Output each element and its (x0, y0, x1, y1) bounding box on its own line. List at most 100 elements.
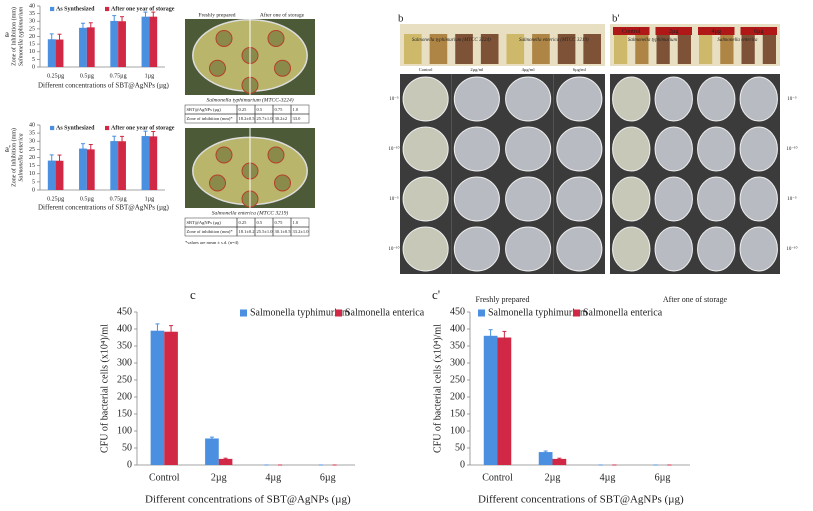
tube-label: Control (419, 67, 434, 72)
legend-label: As Synthesized (56, 6, 95, 12)
table-text: 0.5 (257, 107, 263, 112)
x-tick-label: 1µg (145, 73, 154, 79)
table-text: 25.7±1.0 (257, 116, 274, 121)
row-label: 10⁻⁵ (787, 196, 797, 202)
tube (480, 34, 499, 64)
tube (532, 34, 550, 64)
table-text: 18.2±0.5 (239, 116, 256, 121)
panel-label: a (5, 29, 9, 39)
x-tick-label: 0.5µg (80, 73, 94, 79)
inhibition-zone (209, 59, 226, 77)
agar-plate (505, 126, 552, 172)
bar (118, 21, 126, 67)
inhibition-zone (267, 146, 285, 164)
tube (741, 34, 755, 64)
tube (720, 34, 734, 64)
y-tick-label: 0 (460, 459, 465, 470)
y-tick-label: 350 (117, 340, 132, 351)
y-tick-label: 35 (29, 131, 35, 137)
agar-plate (739, 76, 778, 122)
tube-tag (740, 27, 777, 35)
tube (677, 34, 691, 64)
y-tick-label: 25 (29, 147, 35, 153)
tube (429, 34, 448, 64)
panel-label: a' (5, 144, 11, 154)
bar (141, 136, 150, 190)
bar (47, 160, 56, 190)
agar-plate (739, 226, 778, 272)
table-text: SBT@AgNPs (µg) (187, 107, 222, 112)
agar-plate (697, 226, 736, 272)
x-tick-label: 0.5µg (80, 196, 94, 202)
legend-swatch (50, 125, 55, 131)
tube-label: 4µg/ml (522, 67, 536, 72)
x-tick-label: Control (149, 472, 180, 483)
panel-label: c' (432, 287, 440, 302)
legend-label: Salmonella enterica (583, 307, 663, 318)
row-label: 10⁻⁵ (389, 196, 399, 202)
y-tick-label: 300 (117, 357, 132, 368)
bar (55, 39, 64, 67)
bar (55, 160, 64, 190)
row-label: 10⁻¹⁰ (786, 146, 797, 152)
y-tick-label: 0 (127, 459, 132, 470)
agar-plate (612, 226, 651, 272)
y-tick-label: 300 (450, 357, 465, 368)
tube-tag (698, 27, 735, 35)
legend-label: Salmonella enterica (345, 307, 425, 318)
tube-label: Control (622, 29, 641, 35)
y-tick-label: 5 (32, 57, 35, 63)
y-tick-label: 50 (455, 442, 465, 453)
x-tick-label: 1µg (145, 196, 154, 202)
agar-plate (505, 226, 552, 272)
y-tick-label: 40 (29, 3, 35, 9)
agar-plate (453, 126, 500, 172)
tube-label: 6µg/ml (573, 67, 587, 72)
agar-plate (402, 176, 449, 222)
tube (404, 34, 422, 64)
tube (583, 34, 601, 64)
bar (118, 141, 126, 190)
table-text: 30.2±2 (275, 116, 288, 121)
table-text: 0.75 (275, 220, 284, 225)
strain-label: Salmonella enterica (717, 38, 758, 43)
y-tick-label: 20 (29, 34, 35, 40)
bar (149, 136, 158, 190)
y-tick-label: 400 (450, 323, 465, 334)
y-tick-label: 50 (122, 442, 132, 453)
agar-plate (697, 176, 736, 222)
agar-plate (654, 176, 693, 222)
tube-label: 6µg (754, 29, 763, 35)
tube (656, 34, 670, 64)
tube (635, 34, 649, 64)
y-tick-label: 35 (29, 11, 35, 17)
tube (614, 34, 628, 64)
table-text: 0.5 (257, 220, 263, 225)
y-tick-label: 15 (29, 163, 35, 169)
legend-swatch (240, 309, 247, 317)
x-tick-label: 4µg (600, 472, 616, 483)
y-tick-label: 10 (29, 171, 35, 177)
y-tick-label: 30 (29, 19, 35, 25)
y-tick-label: 5 (32, 179, 35, 185)
bar (79, 148, 87, 190)
agar-plate (739, 176, 778, 222)
table-text: 33.2±1.0 (293, 229, 310, 234)
bar (497, 337, 512, 465)
legend-label: After one year of storage (111, 6, 175, 12)
strain-label: Salmonella typhimurium (628, 38, 678, 43)
agar-plate (654, 126, 693, 172)
agar-plate (402, 126, 449, 172)
y-axis-label: CFU of bacterial cells (x10⁴)/ml (99, 324, 110, 453)
y-tick-label: 150 (450, 408, 465, 419)
y-tick-label: 250 (117, 374, 132, 385)
bar (86, 149, 95, 190)
legend-label: As Synthesized (56, 125, 95, 131)
bar (552, 458, 567, 465)
inhibition-zone (274, 59, 291, 77)
agar-plate (697, 76, 736, 122)
legend-swatch (50, 6, 55, 12)
y-tick-label: 15 (29, 42, 35, 48)
panel-caption: After one of storage (663, 295, 728, 304)
y-tick-label: 40 (29, 122, 35, 128)
